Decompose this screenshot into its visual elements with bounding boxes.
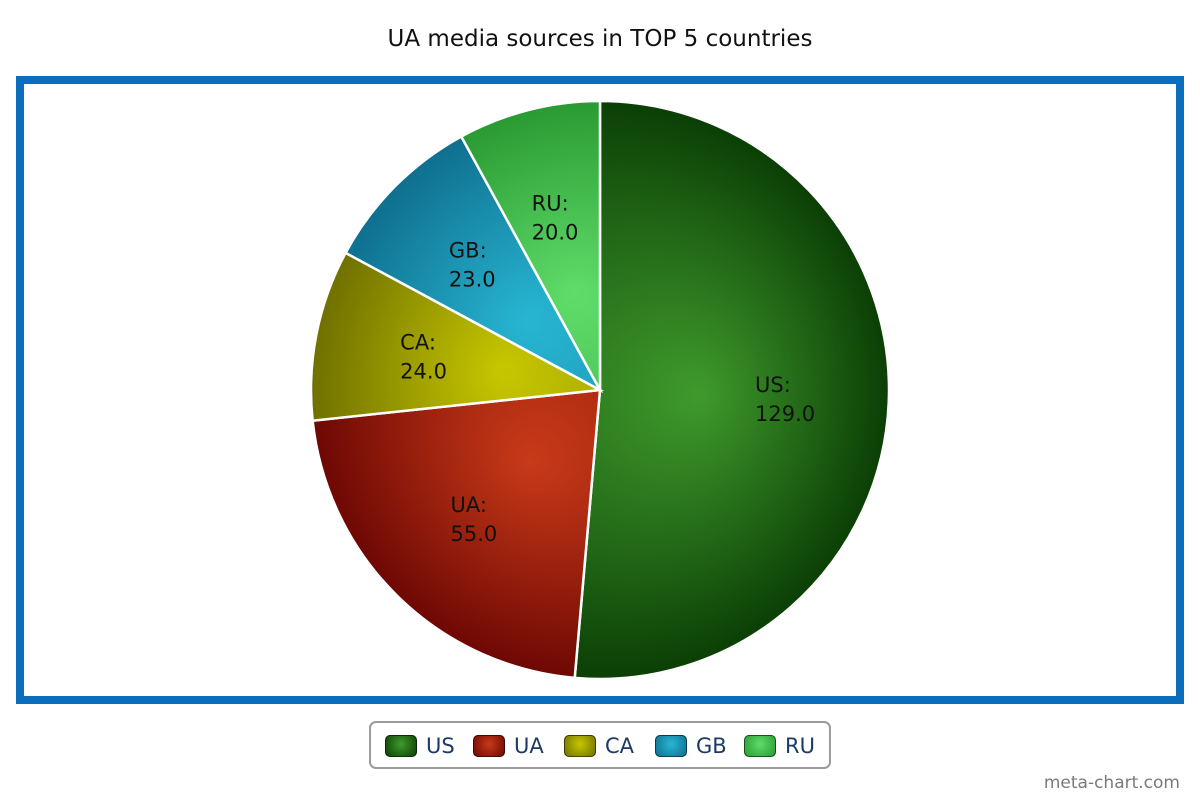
chart-title: UA media sources in TOP 5 countries: [387, 26, 813, 52]
pie-slice-gb[interactable]: [343, 134, 604, 394]
slice-label-ca: CA:: [400, 330, 436, 354]
legend-item-us[interactable]: US: [385, 734, 455, 758]
legend-label-ua: UA: [514, 734, 544, 758]
slice-value-us: 129.0: [755, 402, 815, 426]
legend-item-ua[interactable]: UA: [473, 734, 544, 758]
legend-swatch-ua: [473, 735, 505, 757]
legend-item-gb[interactable]: GB: [655, 734, 727, 758]
legend-swatch-gb: [655, 735, 687, 757]
legend-label-gb: GB: [696, 734, 727, 758]
legend: US UA CA GB RU: [369, 721, 831, 769]
slice-label-gb: GB:: [449, 239, 487, 263]
pie-slice-ru[interactable]: [459, 99, 602, 391]
legend-swatch-ru: [744, 735, 776, 757]
slice-label-us: US:: [755, 373, 791, 397]
slice-value-ru: 20.0: [532, 220, 579, 244]
slice-label-ru: RU:: [532, 191, 569, 215]
slice-value-gb: 23.0: [449, 268, 496, 292]
pie-slice-ua[interactable]: [311, 388, 602, 680]
pie-slices: [309, 99, 891, 681]
legend-swatch-us: [385, 735, 417, 757]
legend-item-ru[interactable]: RU: [744, 734, 815, 758]
legend-item-ca[interactable]: CA: [564, 734, 634, 758]
pie-slice-ca[interactable]: [309, 251, 605, 423]
slice-value-ca: 24.0: [400, 359, 447, 383]
legend-label-ca: CA: [605, 734, 635, 758]
slice-value-ua: 55.0: [450, 522, 497, 546]
slice-labels: US: 129.0 UA: 55.0 CA: 24.0 GB: 23.0 RU: 20.0: [400, 191, 815, 545]
slice-label-ua: UA:: [450, 493, 486, 517]
legend-label-ru: RU: [785, 734, 815, 758]
pie-slice-us[interactable]: [573, 99, 891, 681]
legend-label-us: US: [426, 734, 455, 758]
watermark: meta-chart.com: [1043, 773, 1180, 793]
legend-swatch-ca: [564, 735, 596, 757]
